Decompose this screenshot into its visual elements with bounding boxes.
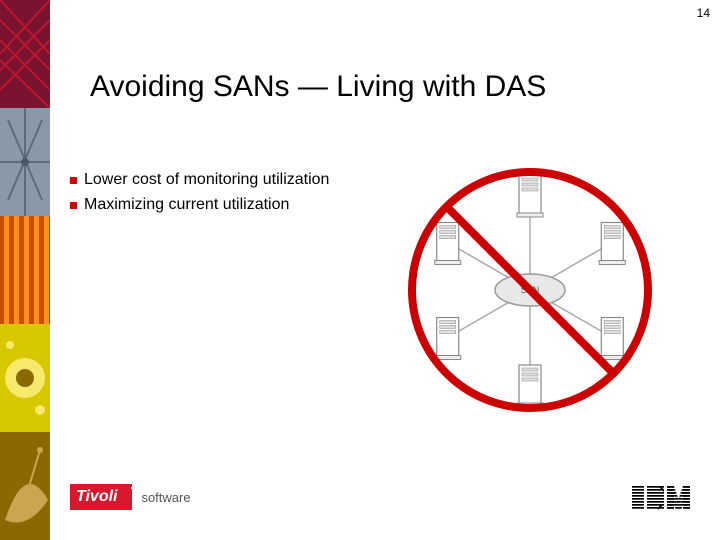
list-item: Lower cost of monitoring utilization xyxy=(70,170,345,191)
bullet-text: Maximizing current utilization xyxy=(84,195,289,216)
list-item: Maximizing current utilization xyxy=(70,195,345,216)
tivoli-brand-text: Tivoli xyxy=(70,484,132,510)
bullet-text: Lower cost of monitoring utilization xyxy=(84,170,329,191)
page-number: 14 xyxy=(697,6,710,20)
san-prohibition-diagram: SAN xyxy=(400,160,660,420)
tivoli-software-logo: Tivoli software xyxy=(70,484,200,510)
slide-title: Avoiding SANs — Living with DAS xyxy=(90,70,690,104)
bullet-marker-icon xyxy=(70,177,77,184)
ibm-logo xyxy=(632,486,690,510)
bullet-list: Lower cost of monitoring utilization Max… xyxy=(70,170,345,220)
bullet-marker-icon xyxy=(70,202,77,209)
tivoli-sub-text: software xyxy=(141,490,190,505)
decorative-sidebar-strip xyxy=(0,0,50,540)
